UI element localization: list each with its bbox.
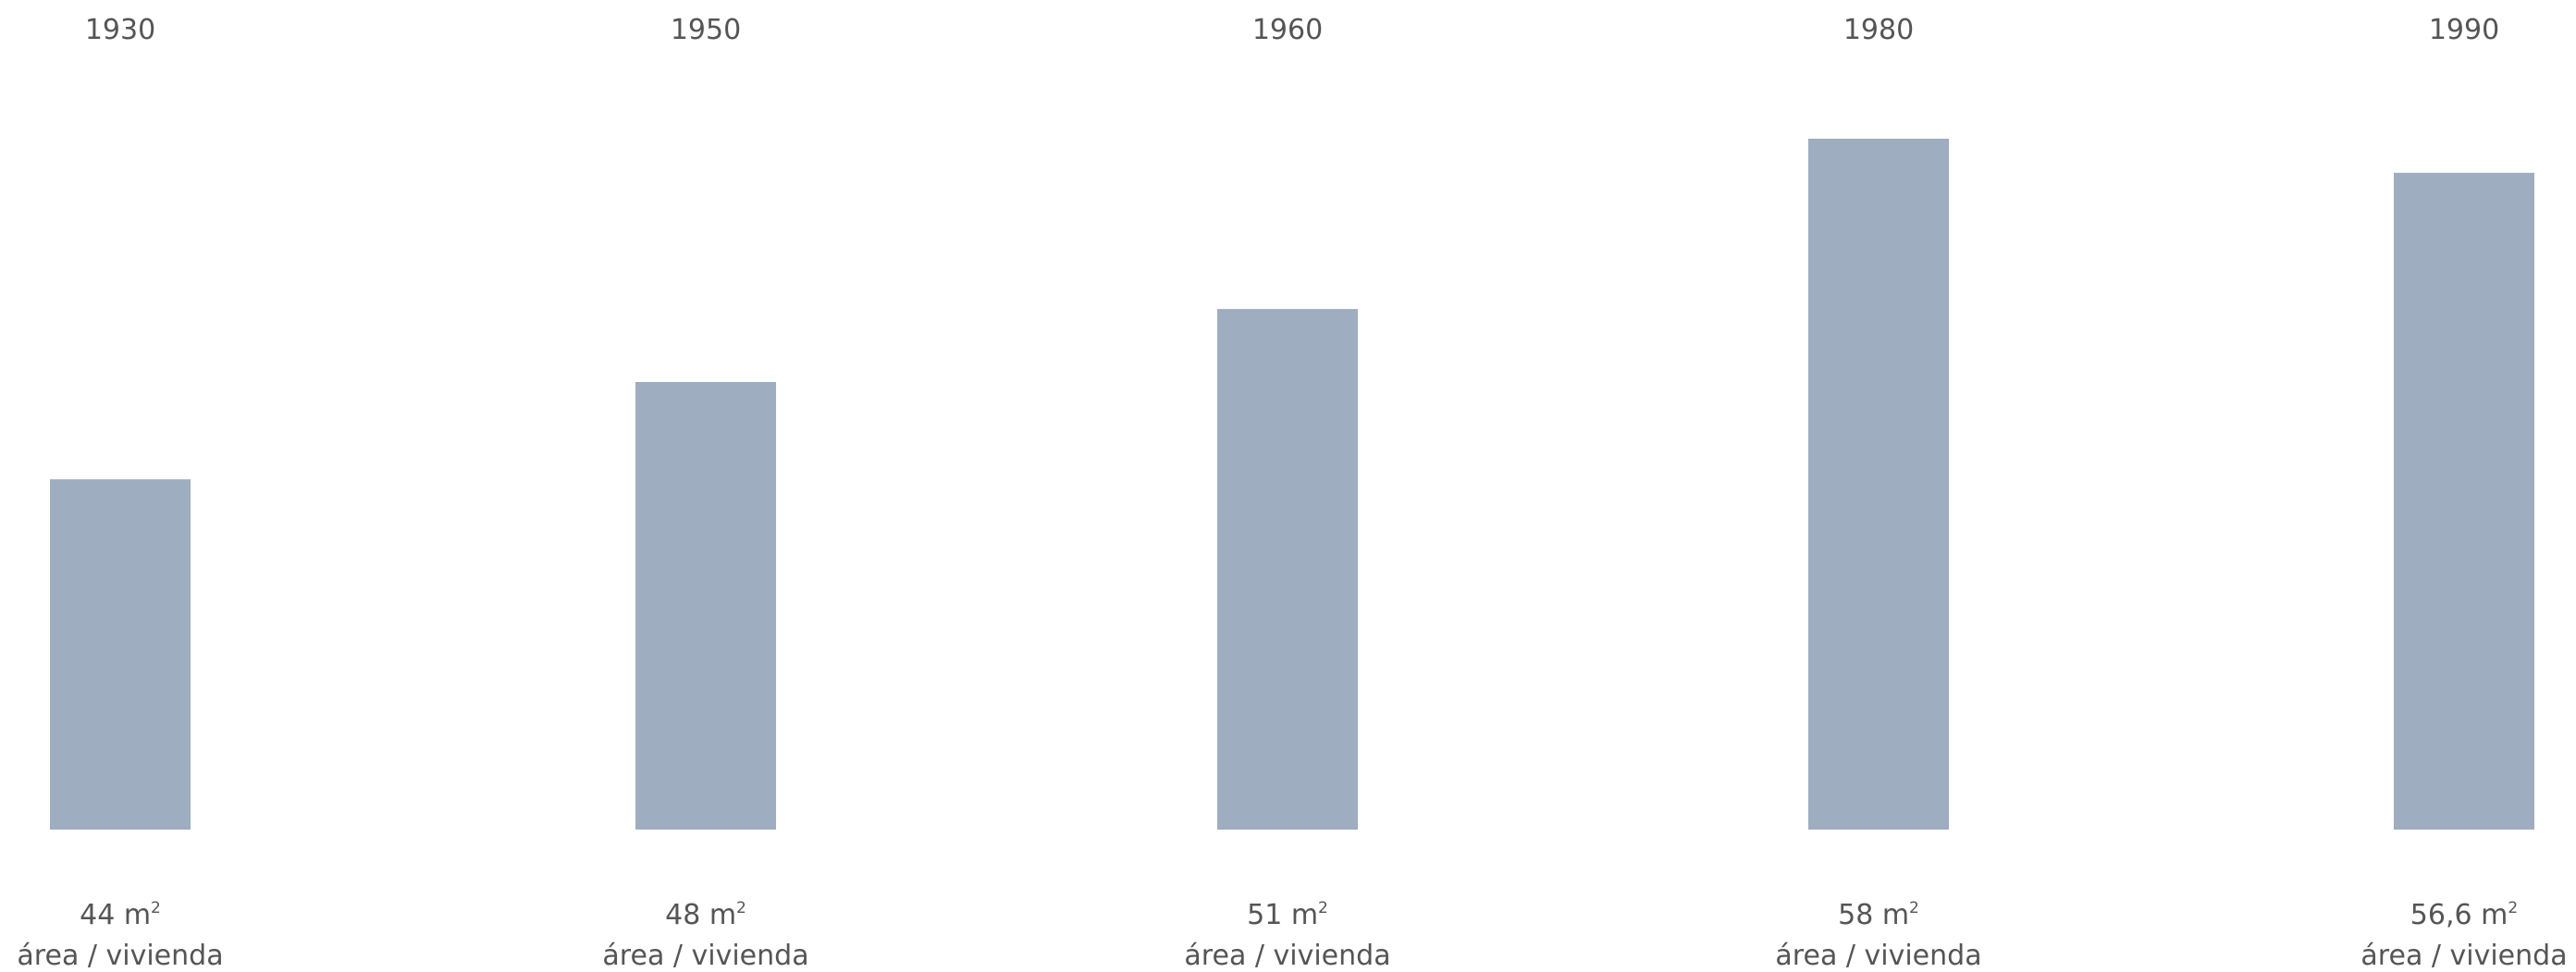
bar-1960	[1217, 309, 1358, 830]
bar-1990	[2394, 172, 2534, 830]
value-label-1980: 58 m2	[1838, 899, 1919, 931]
value-label-1950: 48 m2	[665, 899, 746, 931]
value-label-1960: 51 m2	[1247, 899, 1328, 931]
category-label-1950: 1950	[671, 14, 741, 46]
unit-label-1960: área / vivienda	[1184, 940, 1390, 972]
bar-1930	[50, 479, 191, 830]
unit-label-1990: área / vivienda	[2360, 940, 2567, 972]
category-label-1990: 1990	[2429, 14, 2499, 46]
value-label-1990: 56,6 m2	[2410, 899, 2518, 931]
category-label-1930: 1930	[85, 14, 155, 46]
unit-label-1980: área / vivienda	[1775, 940, 1981, 972]
unit-label-1950: área / vivienda	[602, 940, 808, 972]
bar-1980	[1808, 139, 1949, 830]
category-label-1980: 1980	[1843, 14, 1914, 46]
value-label-1930: 44 m2	[80, 899, 161, 931]
bar-1950	[635, 382, 776, 830]
unit-label-1930: área / vivienda	[17, 940, 223, 972]
category-label-1960: 1960	[1252, 14, 1323, 46]
